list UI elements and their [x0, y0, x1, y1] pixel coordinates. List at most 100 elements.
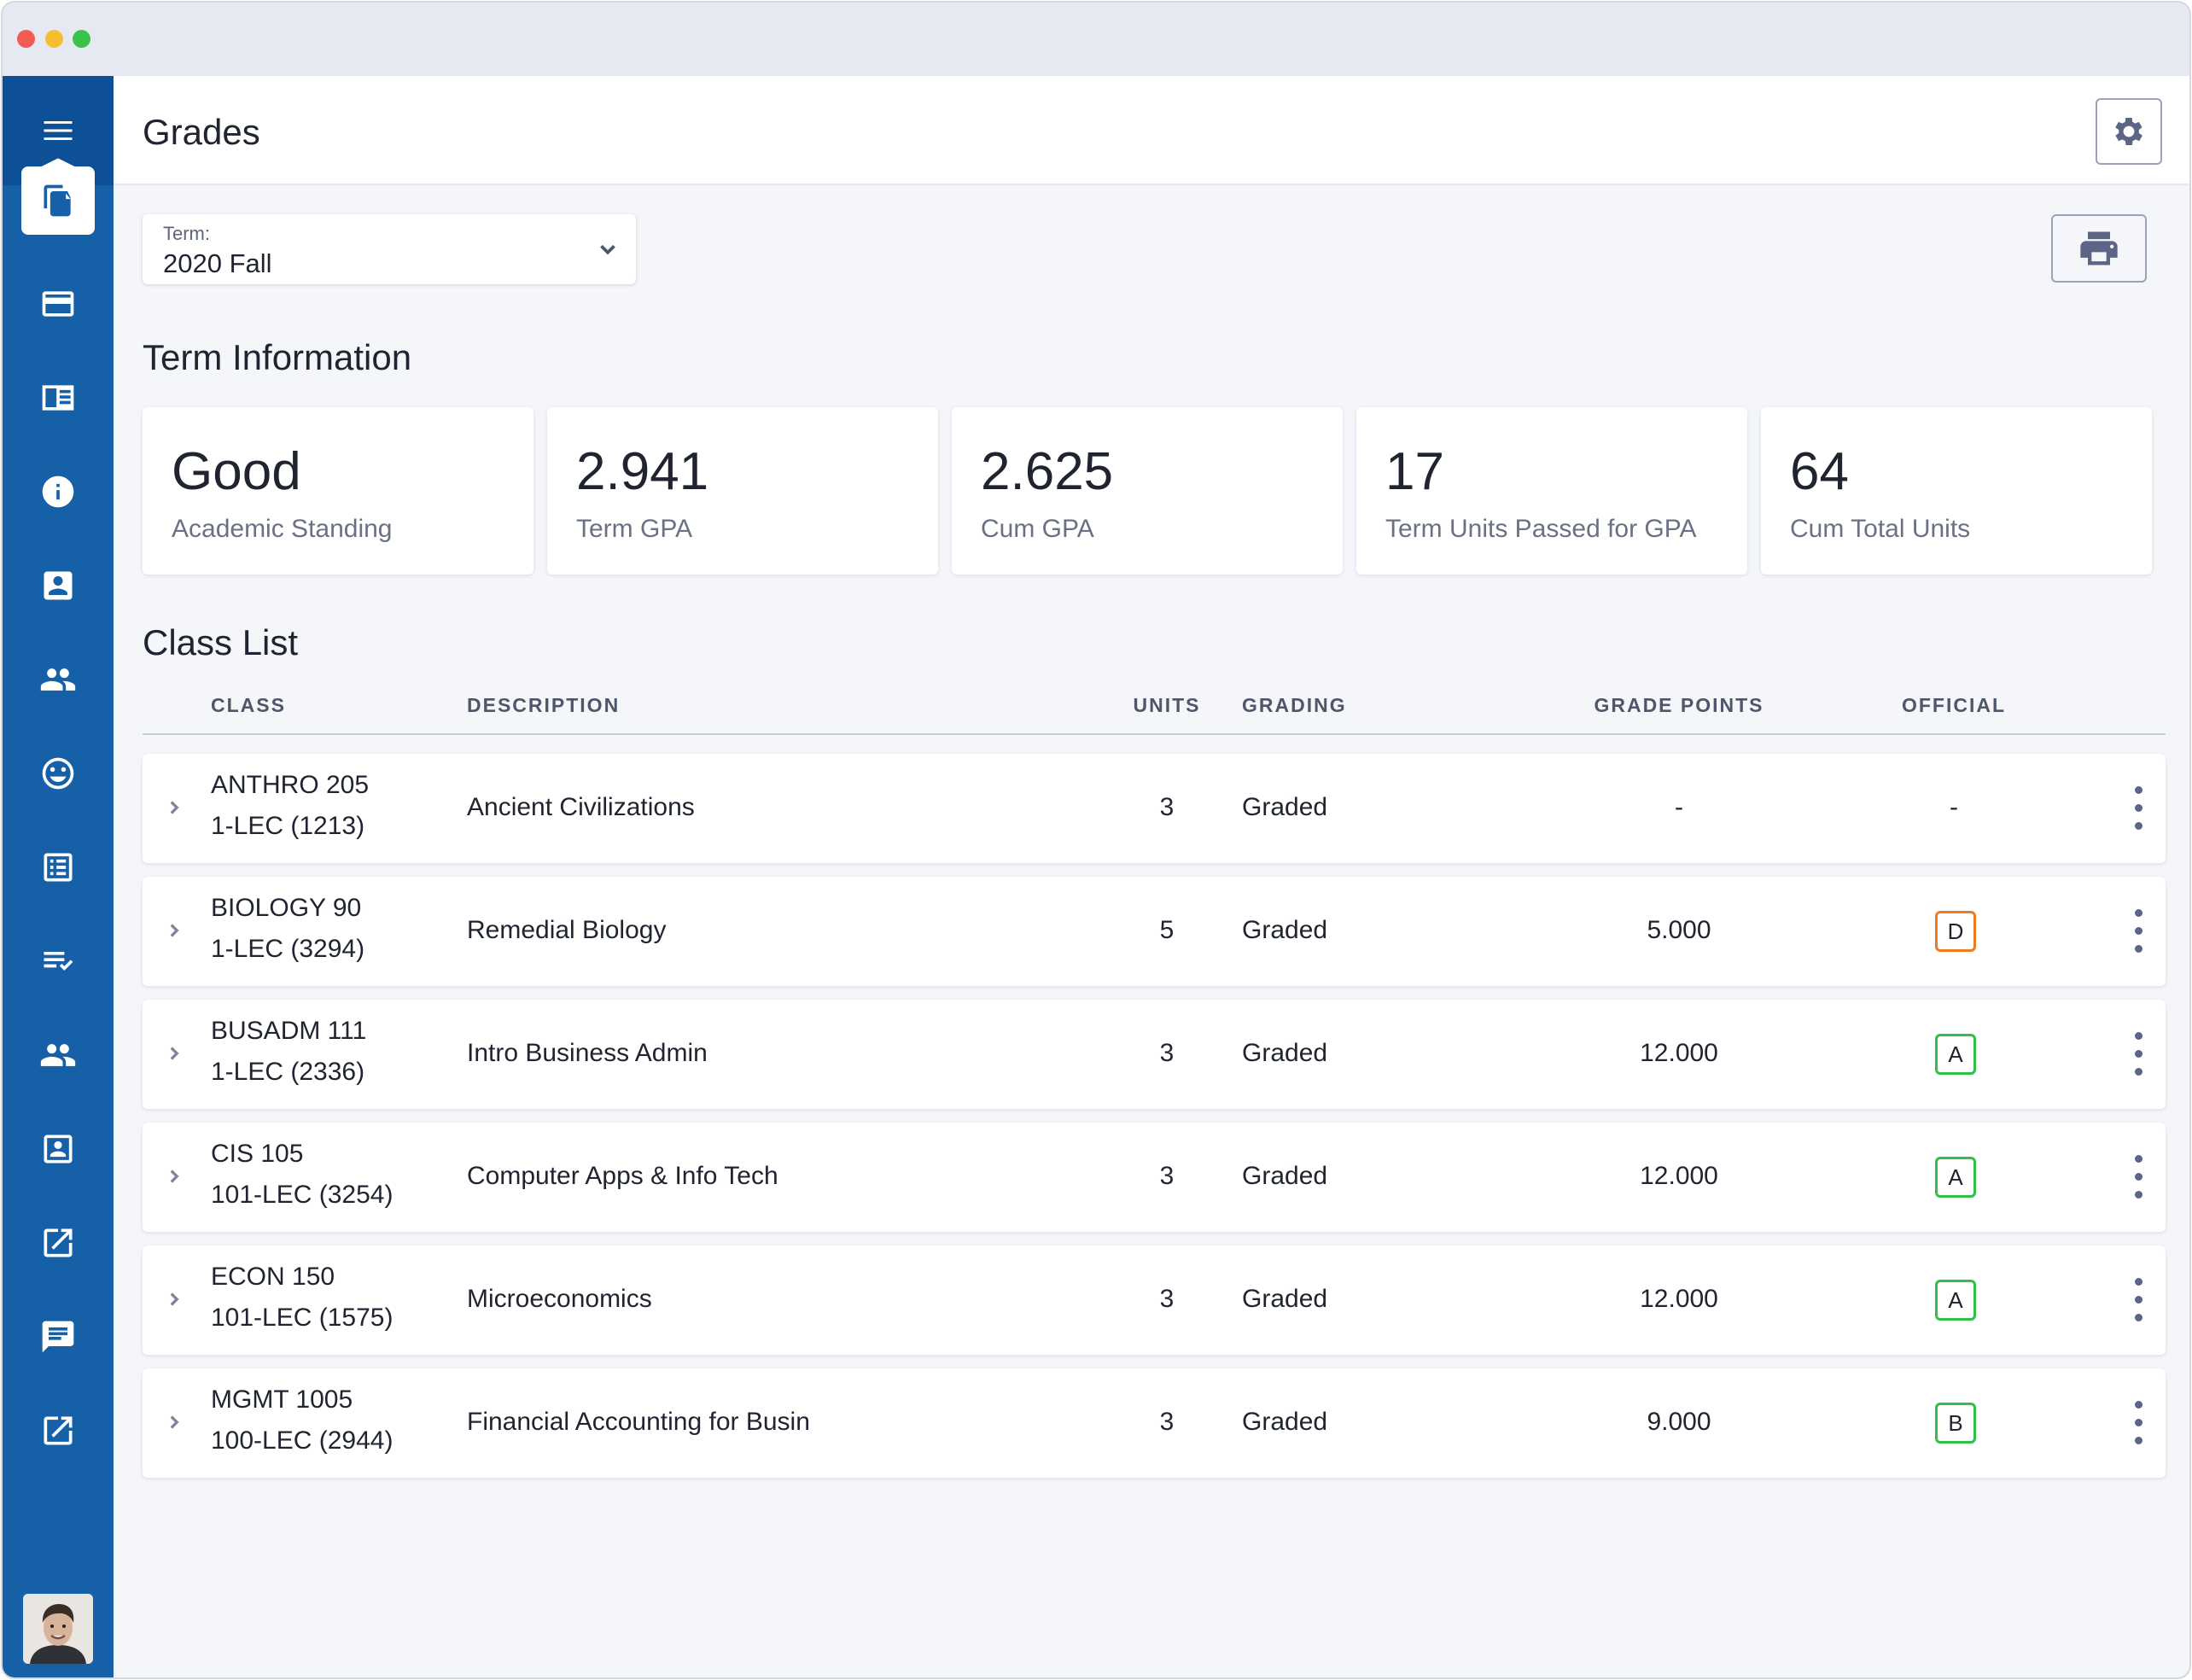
- settings-button[interactable]: [2096, 98, 2162, 165]
- stat-card-cum-gpa: 2.625 Cum GPA: [952, 407, 1343, 575]
- minimize-window-button[interactable]: [45, 30, 63, 48]
- sidebar-item-profile[interactable]: [21, 552, 95, 619]
- checklist-icon: [44, 952, 73, 971]
- external-link-icon: [44, 1228, 73, 1257]
- grade-badge: A: [1935, 1280, 1976, 1321]
- sidebar-item-grades[interactable]: [21, 166, 95, 235]
- table-row[interactable]: BIOLOGY 90 1-LEC (3294) Remedial Biology…: [143, 877, 2166, 986]
- sidebar-item-info[interactable]: [21, 458, 95, 525]
- term-information-heading: Term Information: [143, 337, 412, 377]
- class-section: 101-LEC (1575): [211, 1304, 394, 1332]
- sidebar-item-groups[interactable]: [21, 1022, 95, 1088]
- more-vertical-icon[interactable]: [2131, 1155, 2145, 1199]
- more-vertical-icon[interactable]: [2131, 1401, 2145, 1445]
- column-header-description: DESCRIPTION: [467, 694, 621, 716]
- class-description: Remedial Biology: [467, 916, 667, 944]
- page-header: Grades: [114, 76, 2189, 185]
- contact-card-icon: [44, 571, 73, 600]
- more-vertical-icon[interactable]: [2131, 1032, 2145, 1076]
- window-titlebar: [3, 3, 2189, 76]
- close-window-button[interactable]: [17, 30, 35, 48]
- term-value: 2020 Fall: [163, 248, 272, 278]
- class-section: 1-LEC (2336): [211, 1058, 365, 1086]
- class-description: Computer Apps & Info Tech: [467, 1162, 778, 1190]
- table-row[interactable]: MGMT 1005 100-LEC (2944) Financial Accou…: [143, 1368, 2166, 1478]
- table-row[interactable]: ANTHRO 205 1-LEC (1213) Ancient Civiliza…: [143, 754, 2166, 863]
- chevron-right-icon[interactable]: [163, 1165, 185, 1187]
- stat-card-cum-total-units: 64 Cum Total Units: [1761, 407, 2152, 575]
- print-button[interactable]: [2051, 214, 2147, 283]
- sidebar-item-messages[interactable]: [21, 1304, 95, 1370]
- chevron-down-icon: [595, 236, 621, 262]
- column-header-class: CLASS: [211, 694, 286, 716]
- class-code: BUSADM 111: [211, 1017, 367, 1045]
- class-grade-points: 12.000: [1640, 1039, 1718, 1067]
- table-row[interactable]: BUSADM 111 1-LEC (2336) Intro Business A…: [143, 1000, 2166, 1109]
- class-section: 1-LEC (3294): [211, 935, 365, 963]
- column-header-official: OFFICIAL: [1901, 694, 2007, 716]
- stat-label: Academic Standing: [172, 515, 393, 543]
- table-row[interactable]: ECON 150 101-LEC (1575) Microeconomics 3…: [143, 1245, 2166, 1355]
- grade-badge: D: [1935, 911, 1976, 952]
- class-description: Intro Business Admin: [467, 1039, 708, 1067]
- stat-label: Cum Total Units: [1790, 515, 1971, 543]
- chevron-right-icon[interactable]: [163, 1042, 185, 1065]
- class-grading: Graded: [1242, 793, 1328, 821]
- list-icon: [44, 853, 73, 882]
- chevron-right-icon[interactable]: [163, 1411, 185, 1433]
- info-icon: [42, 475, 74, 508]
- class-code: ANTHRO 205: [211, 771, 370, 799]
- class-grading: Graded: [1242, 1408, 1328, 1436]
- table-row[interactable]: CIS 105 101-LEC (3254) Computer Apps & I…: [143, 1123, 2166, 1232]
- more-vertical-icon[interactable]: [2131, 909, 2145, 954]
- term-select[interactable]: Term: 2020 Fall: [143, 214, 636, 284]
- document-copy-icon: [44, 184, 71, 217]
- people-icon: [40, 668, 76, 691]
- sidebar-item-external-link-2[interactable]: [21, 1397, 95, 1464]
- chat-icon: [42, 1321, 74, 1353]
- user-avatar[interactable]: [23, 1594, 93, 1664]
- class-units: 3: [1159, 1162, 1175, 1190]
- class-description: Microeconomics: [467, 1285, 652, 1313]
- sidebar-item-list[interactable]: [21, 834, 95, 901]
- term-label: Term:: [163, 223, 210, 244]
- sidebar-item-people[interactable]: [21, 646, 95, 713]
- column-header-units: UNITS: [1133, 694, 1201, 716]
- maximize-window-button[interactable]: [73, 30, 90, 48]
- printer-icon: [2080, 231, 2118, 265]
- main-content: Term: 2020 Fall Term Information Good Ac…: [114, 185, 2189, 1677]
- stat-label: Term GPA: [576, 515, 693, 543]
- class-code: BIOLOGY 90: [211, 894, 362, 922]
- sidebar-item-catalog[interactable]: [21, 365, 95, 431]
- sidebar-item-finances[interactable]: [21, 271, 95, 337]
- class-grade-points: 9.000: [1647, 1408, 1711, 1436]
- more-vertical-icon[interactable]: [2131, 1278, 2145, 1322]
- chevron-right-icon[interactable]: [163, 919, 185, 942]
- class-section: 100-LEC (2944): [211, 1426, 394, 1455]
- class-grading: Graded: [1242, 1162, 1328, 1190]
- stat-value: 17: [1385, 442, 1444, 501]
- class-grade-points: 12.000: [1640, 1162, 1718, 1190]
- sidebar-item-wellness[interactable]: [21, 740, 95, 807]
- chevron-right-icon[interactable]: [163, 1288, 185, 1310]
- stat-label: Cum GPA: [981, 515, 1094, 543]
- portrait-icon: [44, 1135, 73, 1164]
- class-units: 3: [1159, 793, 1175, 821]
- sidebar-item-external-link-1[interactable]: [21, 1210, 95, 1276]
- chevron-right-icon[interactable]: [163, 796, 185, 819]
- sidebar-item-directory[interactable]: [21, 1116, 95, 1182]
- stat-card-term-gpa: 2.941 Term GPA: [547, 407, 938, 575]
- class-units: 3: [1159, 1285, 1175, 1313]
- sidebar-item-tasks[interactable]: [21, 928, 95, 995]
- grade-badge: A: [1935, 1034, 1976, 1075]
- stat-value: Good: [172, 442, 301, 501]
- group-icon: [40, 1044, 76, 1066]
- sidebar: [3, 76, 114, 1677]
- class-grade-points: 5.000: [1647, 916, 1711, 944]
- term-stats: Good Academic Standing 2.941 Term GPA 2.…: [143, 407, 2181, 575]
- page-title: Grades: [143, 112, 260, 152]
- external-link-icon: [44, 1416, 73, 1445]
- grade-badge: B: [1935, 1403, 1976, 1444]
- more-vertical-icon[interactable]: [2131, 786, 2145, 831]
- class-units: 5: [1159, 916, 1175, 944]
